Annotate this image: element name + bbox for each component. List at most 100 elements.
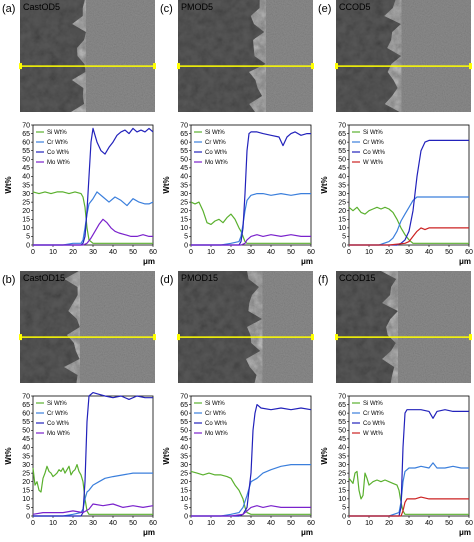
y-tick-label: 70 bbox=[338, 393, 346, 400]
y-tick-label: 30 bbox=[180, 191, 188, 198]
x-tick-label: 10 bbox=[365, 520, 373, 527]
x-tick-label: 20 bbox=[227, 520, 235, 527]
x-tick-label: 50 bbox=[129, 249, 137, 256]
y-tick-label: 60 bbox=[22, 139, 30, 146]
x-axis-label: μm bbox=[301, 528, 313, 537]
panel-label: (e) bbox=[318, 3, 331, 15]
legend-entry: Cr Wt% bbox=[205, 411, 226, 417]
y-tick-label: 30 bbox=[338, 191, 346, 198]
y-tick-label: 15 bbox=[180, 217, 188, 224]
legend: Si Wt% Cr Wt% Co Wt% Mo Wt% bbox=[36, 130, 70, 166]
y-tick-label: 40 bbox=[338, 174, 346, 181]
legend: Si Wt% Cr Wt% Co Wt% W Wt% bbox=[352, 130, 386, 166]
legend-entry: Si Wt% bbox=[47, 401, 67, 407]
legend-entry: W Wt% bbox=[363, 431, 384, 437]
legend-entry: Cr Wt% bbox=[205, 140, 226, 146]
legend-entry: Cr Wt% bbox=[363, 411, 384, 417]
y-tick-label: 0 bbox=[342, 513, 346, 520]
y-tick-label: 40 bbox=[180, 174, 188, 181]
panel-title: CCOD5 bbox=[339, 2, 371, 12]
y-tick-label: 0 bbox=[184, 513, 188, 520]
series-line-si bbox=[190, 201, 311, 244]
panel-b: (b) CastOD1505101520253035404550556065700… bbox=[2, 271, 157, 537]
y-tick-label: 55 bbox=[338, 419, 346, 426]
y-tick-label: 25 bbox=[22, 470, 30, 477]
x-tick-label: 20 bbox=[69, 249, 77, 256]
y-tick-label: 70 bbox=[338, 122, 346, 129]
y-tick-label: 10 bbox=[22, 225, 30, 232]
y-tick-label: 5 bbox=[342, 505, 346, 512]
x-axis-label: μm bbox=[301, 257, 313, 266]
x-tick-label: 10 bbox=[49, 520, 57, 527]
y-tick-label: 20 bbox=[22, 208, 30, 215]
x-tick-label: 20 bbox=[69, 520, 77, 527]
y-tick-label: 50 bbox=[180, 157, 188, 164]
panel-label: (d) bbox=[160, 274, 173, 286]
legend-entry: Cr Wt% bbox=[363, 140, 384, 146]
x-tick-label: 50 bbox=[129, 520, 137, 527]
series-line-si bbox=[32, 191, 153, 244]
x-tick-label: 10 bbox=[365, 249, 373, 256]
x-tick-label: 50 bbox=[445, 249, 453, 256]
x-tick-label: 30 bbox=[247, 520, 255, 527]
x-tick-label: 60 bbox=[149, 520, 157, 527]
y-tick-label: 40 bbox=[180, 445, 188, 452]
y-tick-label: 55 bbox=[22, 419, 30, 426]
x-tick-label: 50 bbox=[445, 520, 453, 527]
x-tick-label: 0 bbox=[31, 249, 35, 256]
legend-entry: Mo Wt% bbox=[205, 431, 228, 437]
y-tick-label: 25 bbox=[180, 199, 188, 206]
legend-entry: Si Wt% bbox=[205, 401, 225, 407]
y-tick-label: 30 bbox=[180, 462, 188, 469]
y-tick-label: 65 bbox=[22, 402, 30, 409]
y-tick-label: 45 bbox=[22, 165, 30, 172]
y-tick-label: 5 bbox=[184, 234, 188, 241]
y-tick-label: 10 bbox=[338, 496, 346, 503]
x-tick-label: 40 bbox=[109, 249, 117, 256]
x-axis-label: μm bbox=[459, 257, 471, 266]
y-axis-label: Wt% bbox=[320, 176, 329, 193]
y-tick-label: 50 bbox=[338, 428, 346, 435]
plot-frame bbox=[32, 395, 154, 517]
x-tick-label: 30 bbox=[89, 520, 97, 527]
legend-entry: Mo Wt% bbox=[47, 160, 70, 166]
y-tick-label: 10 bbox=[22, 496, 30, 503]
x-tick-label: 20 bbox=[385, 520, 393, 527]
legend-entry: Co Wt% bbox=[205, 421, 228, 427]
y-tick-label: 55 bbox=[22, 148, 30, 155]
legend-entry: Si Wt% bbox=[363, 401, 383, 407]
panel-title: CCOD15 bbox=[339, 273, 376, 283]
legend: Si Wt% Cr Wt% Co Wt% Mo Wt% bbox=[194, 401, 228, 437]
y-tick-label: 40 bbox=[22, 445, 30, 452]
series-line-mo bbox=[33, 218, 153, 246]
y-tick-label: 35 bbox=[22, 182, 30, 189]
y-tick-label: 0 bbox=[342, 242, 346, 249]
y-axis-label: Wt% bbox=[4, 447, 13, 464]
y-tick-label: 20 bbox=[22, 479, 30, 486]
x-tick-label: 60 bbox=[465, 249, 473, 256]
y-axis-label: Wt% bbox=[162, 176, 171, 193]
y-tick-label: 35 bbox=[180, 453, 188, 460]
legend-entry: Co Wt% bbox=[363, 421, 386, 427]
oxide-region bbox=[20, 0, 86, 112]
legend: Si Wt% Cr Wt% Co Wt% Mo Wt% bbox=[194, 130, 228, 166]
y-tick-label: 55 bbox=[180, 148, 188, 155]
y-tick-label: 55 bbox=[180, 419, 188, 426]
y-axis-label: Wt% bbox=[320, 447, 329, 464]
x-tick-label: 60 bbox=[149, 249, 157, 256]
y-tick-label: 10 bbox=[180, 225, 188, 232]
panel-title: PMOD5 bbox=[181, 2, 213, 12]
x-tick-label: 10 bbox=[207, 520, 215, 527]
y-tick-label: 15 bbox=[338, 488, 346, 495]
legend-entry: Co Wt% bbox=[205, 150, 228, 156]
y-tick-label: 50 bbox=[180, 428, 188, 435]
legend: Si Wt% Cr Wt% Co Wt% W Wt% bbox=[352, 401, 386, 437]
y-tick-label: 5 bbox=[342, 234, 346, 241]
x-tick-label: 40 bbox=[267, 249, 275, 256]
